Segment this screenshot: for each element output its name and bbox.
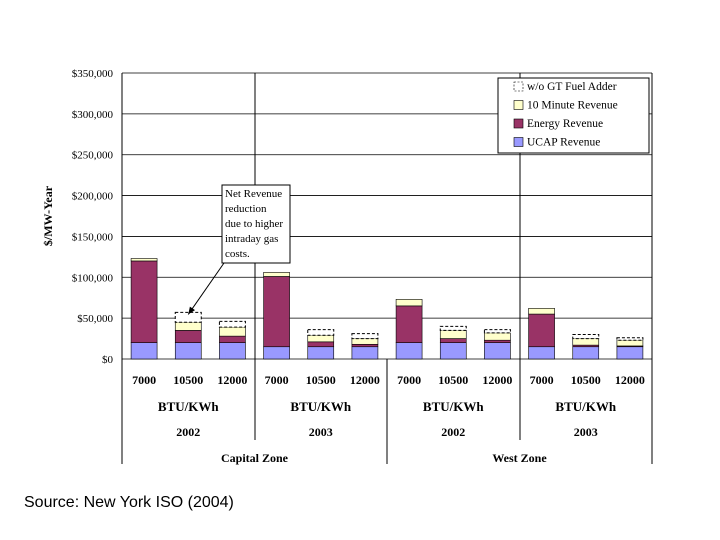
- bar-segment: [439, 338, 467, 343]
- category-table: 7000 10500 12000 7000 10500 12000 7000 10500 120…: [132, 373, 645, 465]
- bar-segment: [572, 346, 600, 360]
- source-caption: Source: New York ISO (2004): [24, 494, 234, 511]
- category-label: 12000: [217, 373, 247, 387]
- annotation-arrowhead: [188, 306, 196, 315]
- y-tick-label: $150,000: [72, 231, 114, 243]
- y-axis-label: $/MW-Year: [41, 185, 55, 246]
- bar-segment: [351, 338, 379, 345]
- bar-segment: [174, 342, 202, 360]
- bar-segment: [484, 339, 511, 343]
- bar-segment: [528, 346, 555, 360]
- bar-segment: [307, 341, 335, 348]
- bar-segment: [351, 333, 379, 340]
- legend-label: 10 Minute Revenue: [527, 100, 618, 112]
- legend: w/o GT Fuel Adder 10 Minute Revenue Energy…: [497, 77, 650, 154]
- category-label: 7000: [265, 373, 289, 387]
- annotation-arrow: [187, 262, 225, 315]
- bar-segment: [351, 343, 379, 348]
- year-label: 2003: [574, 425, 598, 439]
- annotation-line: reduction: [225, 203, 267, 215]
- legend-label: UCAP Revenue: [527, 137, 600, 149]
- y-tick-label: $350,000: [72, 68, 114, 80]
- bar-segment: [263, 346, 290, 360]
- bar-segment: [351, 346, 379, 360]
- y-tick-label: $250,000: [72, 150, 114, 162]
- category-label: 7000: [397, 373, 421, 387]
- unit-label: BTU/KWh: [423, 399, 484, 414]
- bar-segment: [263, 272, 290, 277]
- legend-swatch: [513, 118, 524, 129]
- annotation: Net Revenue reduction due to higher intrada…: [187, 184, 291, 315]
- unit-label: BTU/KWh: [158, 399, 219, 414]
- category-label: 10500: [438, 373, 468, 387]
- legend-swatch: [513, 137, 524, 147]
- unit-label: BTU/KWh: [290, 399, 351, 414]
- bar-segment: [130, 258, 158, 262]
- bar-segment: [307, 335, 335, 343]
- y-axis-ticks: $0 $50,000 $100,000 $150,000 $200,000 $250,00…: [72, 68, 114, 366]
- bar-segment: [130, 342, 158, 360]
- bar-segment: [439, 330, 467, 339]
- annotation-line: costs.: [225, 248, 250, 260]
- zone-label: Capital Zone: [221, 451, 289, 465]
- category-label: 12000: [482, 373, 512, 387]
- annotation-line: due to higher: [225, 218, 283, 230]
- bar-segment: [528, 308, 555, 315]
- bar-segment: [616, 346, 644, 360]
- bar-segment: [219, 335, 246, 343]
- legend-label: Energy Revenue: [527, 118, 603, 130]
- bar-segment: [263, 276, 290, 348]
- bar-segment: [218, 320, 246, 328]
- category-label: 7000: [530, 373, 554, 387]
- bar-segment: [616, 339, 644, 347]
- bar-segment: [616, 337, 644, 341]
- bar-segment: [572, 333, 600, 340]
- bar-segment: [483, 329, 511, 334]
- bar-segment: [174, 311, 202, 323]
- year-label: 2003: [309, 425, 333, 439]
- year-label: 2002: [176, 425, 200, 439]
- bar-segment: [219, 326, 246, 337]
- bar-segment: [484, 332, 511, 341]
- category-label: 10500: [571, 373, 601, 387]
- y-tick-label: $200,000: [72, 191, 114, 203]
- bar-segment: [307, 329, 335, 336]
- y-tick-label: $100,000: [72, 272, 114, 284]
- bar-segment: [174, 330, 202, 343]
- category-label: 10500: [173, 373, 203, 387]
- bar-segment: [130, 260, 158, 343]
- legend-swatch: [513, 100, 524, 110]
- year-label: 2002: [441, 425, 465, 439]
- unit-label: BTU/KWh: [555, 399, 616, 414]
- category-label: 12000: [350, 373, 380, 387]
- category-label: 7000: [132, 373, 156, 387]
- legend-label: w/o GT Fuel Adder: [527, 81, 617, 93]
- legend-swatch: [513, 81, 524, 92]
- y-tick-label: $300,000: [72, 109, 114, 121]
- bars: [130, 258, 644, 360]
- category-label: 10500: [306, 373, 336, 387]
- bar-segment: [439, 325, 467, 331]
- bar-segment: [174, 321, 202, 331]
- annotation-line: Net Revenue: [225, 188, 282, 200]
- gridlines: [122, 72, 652, 360]
- bar-segment: [528, 313, 555, 348]
- bar-segment: [439, 342, 467, 360]
- annotation-line: intraday gas: [225, 233, 278, 245]
- category-label: 12000: [615, 373, 645, 387]
- y-tick-label: $50,000: [77, 313, 113, 325]
- bar-segment: [219, 342, 246, 360]
- annotation-box: [221, 184, 291, 264]
- zone-label: West Zone: [492, 451, 547, 465]
- bar-segment: [395, 342, 423, 360]
- y-tick-label: $0: [102, 354, 114, 366]
- bar-segment: [395, 305, 423, 343]
- bar-segment: [572, 338, 600, 346]
- bar-segment: [395, 299, 423, 307]
- bar-segment: [307, 346, 335, 360]
- bar-segment: [484, 342, 511, 360]
